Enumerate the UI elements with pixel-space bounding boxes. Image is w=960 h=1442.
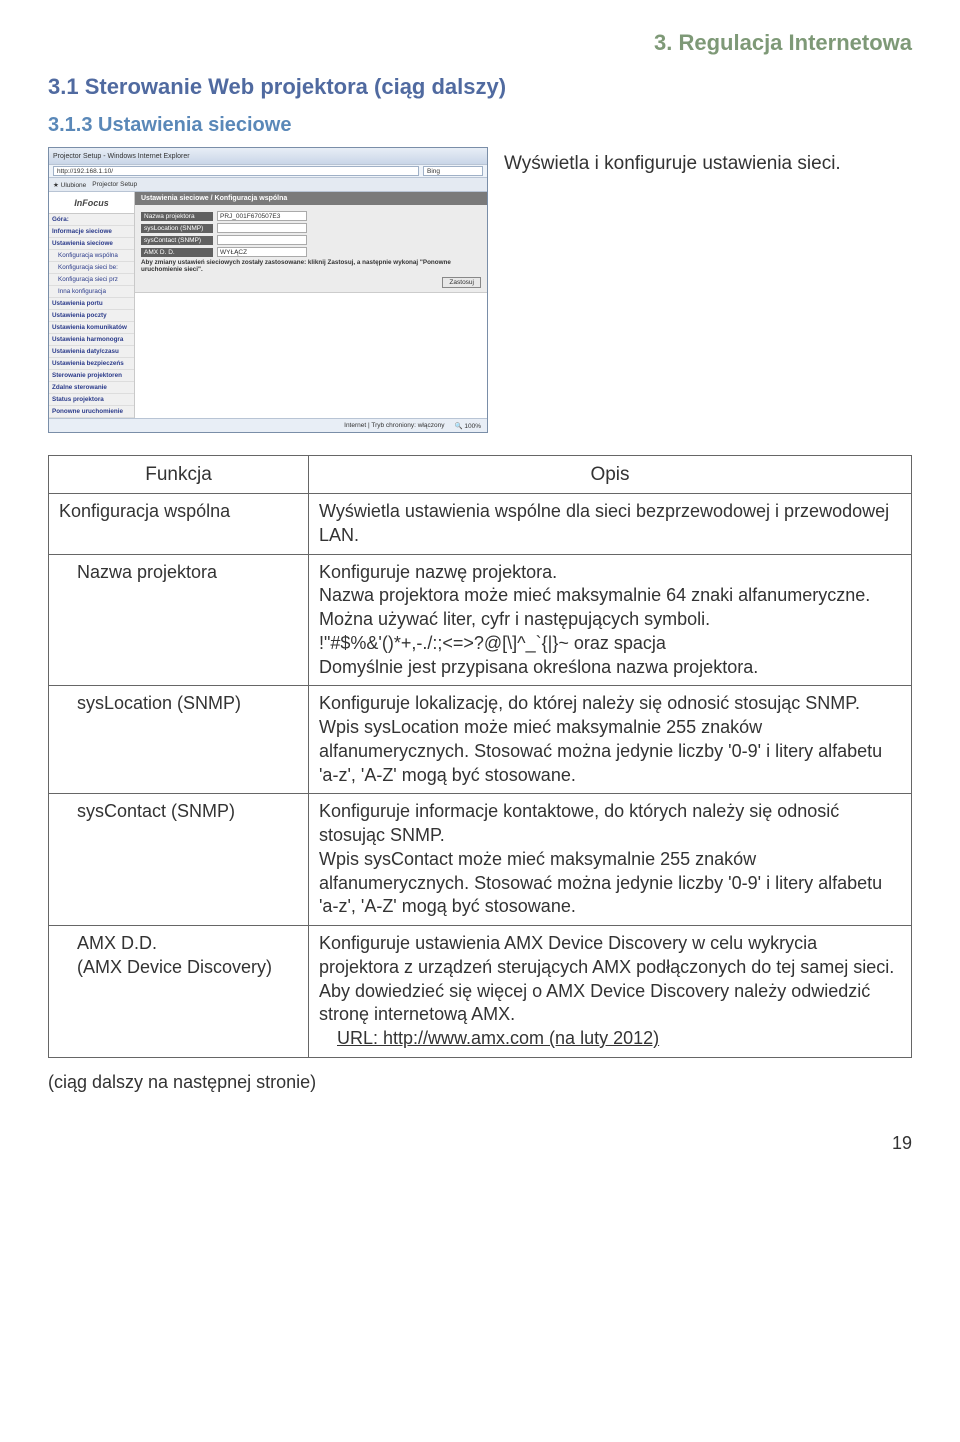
- table-row: Konfiguracja wspólnaWyświetla ustawienia…: [49, 494, 912, 555]
- form-note: Aby zmiany ustawień sieciowych zostały z…: [141, 259, 481, 273]
- sidebar-item[interactable]: Inna konfiguracja: [49, 286, 134, 298]
- section-heading-2: 3.1 Sterowanie Web projektora (ciąg dals…: [48, 74, 912, 100]
- th-function: Funkcja: [49, 456, 309, 494]
- function-table: Funkcja Opis Konfiguracja wspólnaWyświet…: [48, 455, 912, 1058]
- status-text: Internet | Tryb chroniony: włączony: [344, 422, 444, 429]
- intro-row: Projector Setup - Windows Internet Explo…: [48, 147, 912, 433]
- desc-cell: Wyświetla ustawienia wspólne dla sieci b…: [309, 494, 912, 555]
- fn-cell: AMX D.D.(AMX Device Discovery): [49, 926, 309, 1058]
- sidebar-item[interactable]: Konfiguracja sieci be:: [49, 262, 134, 274]
- desc-cell: Konfiguruje nazwę projektora.Nazwa proje…: [309, 554, 912, 686]
- th-description: Opis: [309, 456, 912, 494]
- status-bar: Internet | Tryb chroniony: włączony 🔍 10…: [49, 418, 487, 432]
- continuation-note: (ciąg dalszy na następnej stronie): [48, 1072, 912, 1093]
- browser-screenshot: Projector Setup - Windows Internet Explo…: [48, 147, 488, 433]
- url-field[interactable]: http://192.168.1.10/: [53, 166, 419, 176]
- sidebar-item[interactable]: Ustawienia portu: [49, 298, 134, 310]
- fn-cell: sysLocation (SNMP): [49, 686, 309, 794]
- content-area: [135, 293, 487, 418]
- form-value[interactable]: WYŁĄCZ: [217, 247, 307, 257]
- sidebar-item[interactable]: Góra:: [49, 214, 134, 226]
- window-titlebar: Projector Setup - Windows Internet Explo…: [49, 148, 487, 164]
- intro-text: Wyświetla i konfiguruje ustawienia sieci…: [504, 147, 841, 175]
- form-value[interactable]: [217, 235, 307, 245]
- sidebar-item[interactable]: Ustawienia daty/czasu: [49, 346, 134, 358]
- fn-cell: sysContact (SNMP): [49, 794, 309, 926]
- chapter-header: 3. Regulacja Internetowa: [48, 30, 912, 56]
- sidebar-item[interactable]: Informacje sieciowe: [49, 226, 134, 238]
- fn-cell: Nazwa projektora: [49, 554, 309, 686]
- sidebar-item[interactable]: Konfiguracja sieci prz: [49, 274, 134, 286]
- sidebar-item[interactable]: Sterowanie projektoren: [49, 370, 134, 382]
- form-row: Nazwa projektora PRJ_001F670507E3: [141, 211, 481, 221]
- form-label: Nazwa projektora: [141, 212, 213, 221]
- sidebar-item[interactable]: Konfiguracja wspólna: [49, 250, 134, 262]
- page-number: 19: [48, 1133, 912, 1154]
- sidebar-item[interactable]: Ustawienia sieciowe: [49, 238, 134, 250]
- favorites-icon[interactable]: ★ Ulubione: [53, 181, 86, 189]
- form-value[interactable]: PRJ_001F670507E3: [217, 211, 307, 221]
- sidebar-item[interactable]: Ponowne uruchomienie: [49, 406, 134, 418]
- fn-cell: Konfiguracja wspólna: [49, 494, 309, 555]
- settings-form: Nazwa projektora PRJ_001F670507E3 sysLocat…: [135, 205, 487, 293]
- browser-tab[interactable]: Projector Setup: [92, 181, 137, 188]
- sidebar-item[interactable]: Ustawienia bezpieczeńs: [49, 358, 134, 370]
- zoom-level[interactable]: 🔍 100%: [454, 422, 481, 430]
- desc-cell: Konfiguruje lokalizację, do której należ…: [309, 686, 912, 794]
- address-bar: http://192.168.1.10/ Bing: [49, 164, 487, 178]
- table-row: sysContact (SNMP)Konfiguruje informacje …: [49, 794, 912, 926]
- url-link[interactable]: URL: http://www.amx.com (na luty 2012): [337, 1027, 659, 1051]
- logo: InFocus: [49, 192, 134, 214]
- form-label: sysLocation (SNMP): [141, 224, 213, 233]
- table-row: Nazwa projektoraKonfiguruje nazwę projek…: [49, 554, 912, 686]
- section-heading-3: 3.1.3 Ustawienia sieciowe: [48, 114, 912, 137]
- sidebar-item[interactable]: Ustawienia komunikatów: [49, 322, 134, 334]
- breadcrumb: Ustawienia sieciowe / Konfiguracja wspól…: [135, 192, 487, 205]
- form-row: sysContact (SNMP): [141, 235, 481, 245]
- table-row: sysLocation (SNMP)Konfiguruje lokalizacj…: [49, 686, 912, 794]
- form-row: AMX D. D. WYŁĄCZ: [141, 247, 481, 257]
- browser-tabs: ★ Ulubione Projector Setup: [49, 178, 487, 192]
- desc-cell: Konfiguruje ustawienia AMX Device Discov…: [309, 926, 912, 1058]
- sidebar-item[interactable]: Ustawienia poczty: [49, 310, 134, 322]
- sidebar-item[interactable]: Ustawienia harmonogra: [49, 334, 134, 346]
- sidebar-item[interactable]: Zdalne sterowanie: [49, 382, 134, 394]
- form-row: sysLocation (SNMP): [141, 223, 481, 233]
- form-label: sysContact (SNMP): [141, 236, 213, 245]
- sidebar-item[interactable]: Status projektora: [49, 394, 134, 406]
- desc-cell: Konfiguruje informacje kontaktowe, do kt…: [309, 794, 912, 926]
- table-row: AMX D.D.(AMX Device Discovery)Konfiguruj…: [49, 926, 912, 1058]
- form-value[interactable]: [217, 223, 307, 233]
- search-field[interactable]: Bing: [423, 166, 483, 176]
- apply-button[interactable]: Zastosuj: [442, 277, 481, 288]
- form-label: AMX D. D.: [141, 248, 213, 257]
- sidebar: InFocus Góra:Informacje siecioweUstawien…: [49, 192, 135, 418]
